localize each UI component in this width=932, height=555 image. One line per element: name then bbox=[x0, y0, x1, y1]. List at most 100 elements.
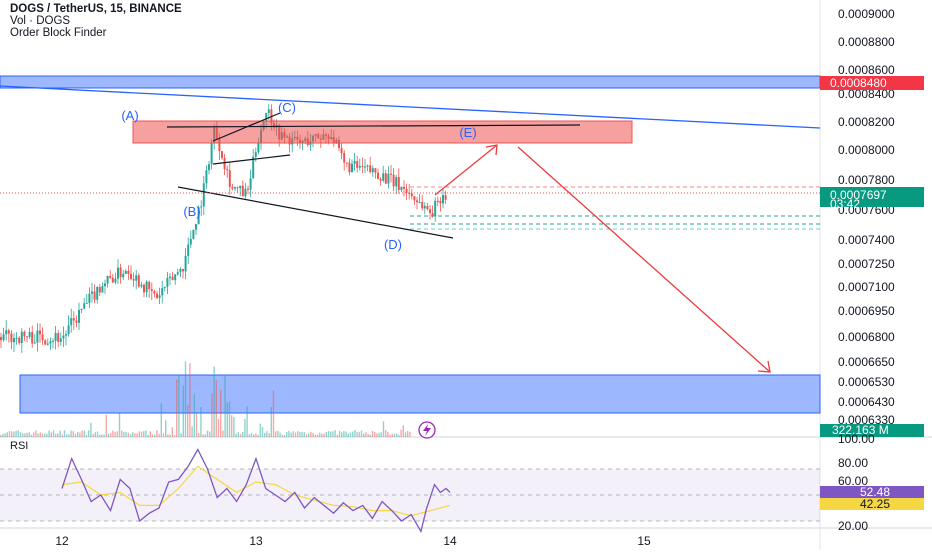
volume-bar bbox=[184, 361, 187, 437]
volume-bar bbox=[231, 415, 233, 437]
volume-bar bbox=[246, 406, 248, 437]
candle-body bbox=[192, 229, 195, 239]
volume-bar bbox=[96, 431, 99, 437]
candle-body bbox=[371, 168, 374, 173]
volume-bar bbox=[288, 430, 290, 437]
candle-body bbox=[413, 196, 416, 201]
candle-body bbox=[122, 273, 125, 278]
volume-bar bbox=[160, 403, 162, 437]
volume-bar bbox=[202, 434, 204, 437]
volume-bar bbox=[363, 433, 365, 437]
volume-bar bbox=[165, 420, 167, 437]
candle-body bbox=[254, 152, 257, 157]
volume-bar bbox=[215, 379, 217, 437]
volume-bar bbox=[129, 434, 132, 437]
volume-bar bbox=[15, 430, 17, 437]
price-tick-label: 0.0008600 bbox=[838, 63, 895, 77]
candle-body bbox=[176, 272, 179, 275]
volume-bar bbox=[409, 431, 411, 437]
candle-body bbox=[416, 200, 418, 203]
price-tick-label: 0.0008200 bbox=[838, 115, 895, 129]
volume-bar bbox=[270, 406, 272, 437]
candle-body bbox=[137, 275, 140, 287]
volume-bar bbox=[325, 431, 327, 437]
volume-bar bbox=[365, 432, 367, 437]
candle-body bbox=[252, 156, 255, 179]
candle-body bbox=[26, 336, 28, 338]
volume-bar bbox=[143, 431, 145, 437]
candle-body bbox=[356, 161, 359, 168]
candle-body bbox=[397, 177, 400, 190]
price-tick-label: 0.0006430 bbox=[838, 395, 895, 409]
candle-body bbox=[10, 333, 13, 343]
volume-bar bbox=[11, 431, 13, 437]
volume-bar bbox=[312, 433, 314, 437]
candle-body bbox=[226, 169, 229, 171]
volume-bar bbox=[70, 430, 72, 437]
volume-bar bbox=[222, 430, 224, 437]
candle-body bbox=[444, 195, 447, 200]
volume-bar bbox=[105, 414, 107, 437]
candle-body bbox=[205, 170, 208, 184]
volume-bar bbox=[99, 434, 101, 437]
candle-body bbox=[7, 330, 10, 334]
volume-bar bbox=[404, 432, 407, 437]
price-tick-label: 0.0007800 bbox=[838, 173, 895, 187]
volume-bar bbox=[193, 394, 195, 437]
volume-bar bbox=[88, 430, 90, 437]
volume-bar bbox=[341, 432, 343, 437]
candle-body bbox=[374, 168, 377, 173]
volume-bar bbox=[376, 433, 378, 437]
candle-body bbox=[36, 330, 39, 343]
volume-bar bbox=[259, 423, 261, 437]
rsi-tick-label: 80.00 bbox=[838, 456, 868, 470]
candle-body bbox=[67, 325, 70, 335]
volume-badge bbox=[820, 424, 924, 437]
candle-body bbox=[249, 178, 252, 190]
volume-bar bbox=[275, 431, 277, 437]
candle-body bbox=[20, 331, 23, 343]
volume-bar bbox=[277, 430, 279, 437]
volume-bar bbox=[226, 402, 228, 437]
volume-bar bbox=[123, 431, 125, 437]
candle-body bbox=[231, 186, 234, 189]
price-tick-label: 0.0008000 bbox=[838, 143, 895, 157]
volume-bar bbox=[378, 432, 380, 437]
candle-body bbox=[187, 244, 190, 256]
rsi-tick-label: 100.00 bbox=[838, 432, 875, 446]
volume-bar bbox=[266, 431, 268, 437]
candle-body bbox=[23, 331, 26, 337]
volume-bar bbox=[272, 390, 275, 437]
candle-body bbox=[436, 200, 439, 202]
volume-bar bbox=[332, 431, 334, 437]
rsi-panel-label: RSI bbox=[10, 440, 29, 452]
volume-bar bbox=[59, 430, 61, 437]
descending-trendline bbox=[0, 85, 821, 129]
candle-body bbox=[28, 332, 31, 337]
price-tick-label: 0.0008800 bbox=[838, 35, 895, 49]
candle-body bbox=[408, 192, 411, 194]
volume-bar bbox=[396, 433, 398, 437]
candle-body bbox=[161, 288, 164, 296]
volume-bar bbox=[132, 432, 134, 437]
current-price-badge bbox=[820, 187, 924, 207]
volume-bar bbox=[35, 430, 37, 437]
candle-body bbox=[106, 275, 109, 284]
candle-body bbox=[353, 161, 356, 164]
volume-bar bbox=[387, 431, 389, 437]
volume-bar bbox=[299, 431, 301, 437]
volume-bar bbox=[305, 434, 308, 437]
volume-bar bbox=[292, 431, 294, 437]
price-axis: 0.0009000 0.0008800 0.0008600 0.0008400 0.00… bbox=[838, 7, 895, 427]
volume-bar bbox=[382, 421, 385, 437]
candle-body bbox=[127, 270, 130, 274]
rsi-ma-badge bbox=[820, 498, 924, 510]
volume-bar bbox=[145, 430, 147, 437]
candle-body bbox=[197, 207, 200, 225]
wave-label: (A) bbox=[121, 108, 138, 123]
volume-bar bbox=[316, 434, 319, 437]
candle-body bbox=[70, 318, 73, 326]
volume-bar bbox=[371, 430, 374, 437]
